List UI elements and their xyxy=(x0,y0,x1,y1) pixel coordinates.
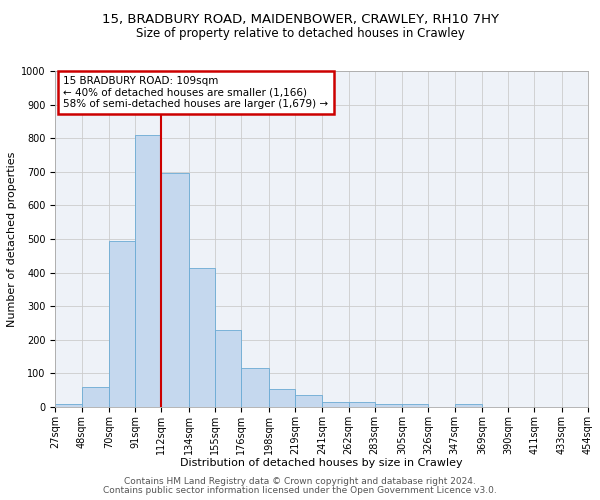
Bar xyxy=(82,386,109,407)
Text: Size of property relative to detached houses in Crawley: Size of property relative to detached ho… xyxy=(136,28,464,40)
Bar xyxy=(215,330,241,407)
Bar xyxy=(241,368,269,407)
Bar xyxy=(161,172,189,407)
Bar xyxy=(322,402,349,407)
Text: Contains public sector information licensed under the Open Government Licence v3: Contains public sector information licen… xyxy=(103,486,497,495)
Y-axis label: Number of detached properties: Number of detached properties xyxy=(7,151,17,326)
Bar xyxy=(455,404,482,407)
Bar xyxy=(349,402,375,407)
Text: 15, BRADBURY ROAD, MAIDENBOWER, CRAWLEY, RH10 7HY: 15, BRADBURY ROAD, MAIDENBOWER, CRAWLEY,… xyxy=(101,12,499,26)
Bar xyxy=(295,395,322,407)
Text: 15 BRADBURY ROAD: 109sqm
← 40% of detached houses are smaller (1,166)
58% of sem: 15 BRADBURY ROAD: 109sqm ← 40% of detach… xyxy=(64,76,328,109)
Bar xyxy=(402,404,428,407)
Bar xyxy=(375,404,402,407)
Bar xyxy=(109,240,135,407)
Bar xyxy=(135,135,161,407)
Bar xyxy=(189,268,215,407)
X-axis label: Distribution of detached houses by size in Crawley: Distribution of detached houses by size … xyxy=(181,458,463,468)
Text: Contains HM Land Registry data © Crown copyright and database right 2024.: Contains HM Land Registry data © Crown c… xyxy=(124,477,476,486)
Bar xyxy=(269,390,295,407)
Bar xyxy=(55,404,82,407)
